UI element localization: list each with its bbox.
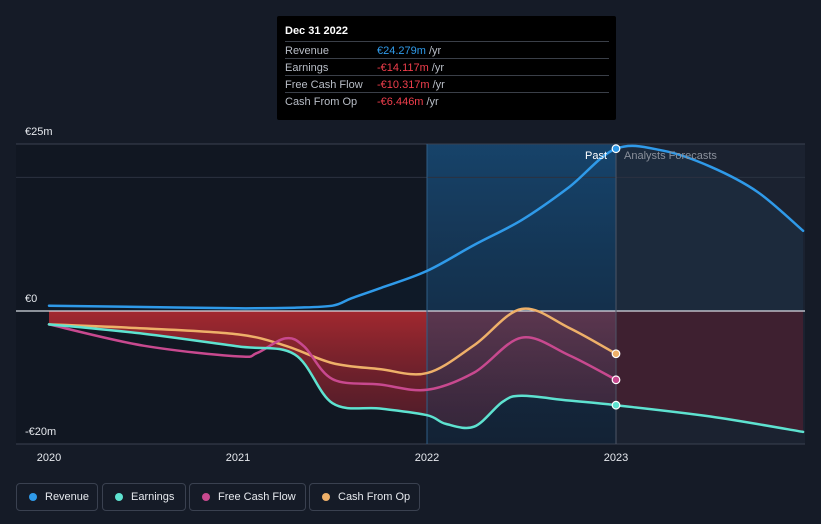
tooltip-label: Revenue <box>285 45 330 57</box>
cash-from-op-marker <box>611 349 621 359</box>
legend-label: Revenue <box>45 491 90 503</box>
legend-label: Free Cash Flow <box>218 491 296 503</box>
legend-revenue[interactable]: Revenue <box>16 483 98 511</box>
tooltip-label: Cash From Op <box>285 96 358 108</box>
legend-label: Earnings <box>131 491 175 503</box>
free-cash-flow-line <box>47 323 618 392</box>
x-tick-2022: 2022 <box>414 452 440 464</box>
highlight-band <box>427 144 616 444</box>
forecast-background <box>616 144 805 444</box>
earnings-marker <box>611 400 621 410</box>
free-cash-flow-marker <box>611 375 621 385</box>
tooltip-value: -€6.446m/yr <box>377 96 439 108</box>
legend-dot <box>29 493 37 501</box>
legend-cash-from-op[interactable]: Cash From Op <box>309 483 420 511</box>
tooltip-row-fcf: Free Cash Flow -€10.317m/yr <box>285 75 609 93</box>
y-tick-zero: €0 <box>25 293 38 305</box>
tooltip-value: €24.279m/yr <box>377 45 442 57</box>
tooltip-row-cfo: Cash From Op -€6.446m/yr <box>285 92 609 110</box>
revenue-marker <box>611 144 621 154</box>
tooltip: Dec 31 2022 Revenue €24.279m/yr Earnings… <box>277 16 616 120</box>
tooltip-row-revenue: Revenue €24.279m/yr <box>285 41 609 59</box>
legend-earnings[interactable]: Earnings <box>102 483 186 511</box>
legend-label: Cash From Op <box>338 491 411 503</box>
legend-dot <box>115 493 123 501</box>
y-tick-bottom: -€20m <box>25 426 57 438</box>
tooltip-label: Earnings <box>285 62 329 74</box>
y-tick-top: €25m <box>25 126 53 138</box>
tooltip-label: Free Cash Flow <box>285 79 363 91</box>
past-label: Past <box>585 150 608 162</box>
legend-free-cash-flow[interactable]: Free Cash Flow <box>189 483 306 511</box>
tooltip-date: Dec 31 2022 <box>285 25 348 37</box>
revenue-line <box>47 144 805 310</box>
forecast-label: Analysts Forecasts <box>624 150 717 162</box>
cash-from-op-line <box>47 307 618 376</box>
tooltip-value: -€14.117m/yr <box>377 62 445 74</box>
x-tick-2021: 2021 <box>225 452 251 464</box>
x-tick-2020: 2020 <box>36 452 62 464</box>
tooltip-row-earnings: Earnings -€14.117m/yr <box>285 58 609 76</box>
legend-dot <box>322 493 330 501</box>
x-tick-2023: 2023 <box>603 452 629 464</box>
legend-dot <box>202 493 210 501</box>
tooltip-value: -€10.317m/yr <box>377 79 445 91</box>
